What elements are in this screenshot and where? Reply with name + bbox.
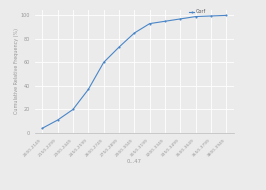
Legend: Corf: Corf xyxy=(189,10,206,14)
Corf xyxy=(163,20,167,22)
Corf xyxy=(133,32,136,34)
Corf xyxy=(148,22,151,25)
X-axis label: 0...47: 0...47 xyxy=(127,159,142,164)
Corf xyxy=(41,127,44,129)
Corf xyxy=(71,108,74,111)
Corf xyxy=(225,14,228,17)
Corf xyxy=(194,15,197,18)
Corf xyxy=(179,18,182,20)
Corf xyxy=(102,61,105,64)
Corf xyxy=(117,46,120,48)
Line: Corf: Corf xyxy=(41,14,227,129)
Y-axis label: Cumulative Relative Frequency (%): Cumulative Relative Frequency (%) xyxy=(14,28,19,114)
Corf xyxy=(209,15,213,17)
Corf xyxy=(56,119,59,121)
Corf xyxy=(87,88,90,91)
